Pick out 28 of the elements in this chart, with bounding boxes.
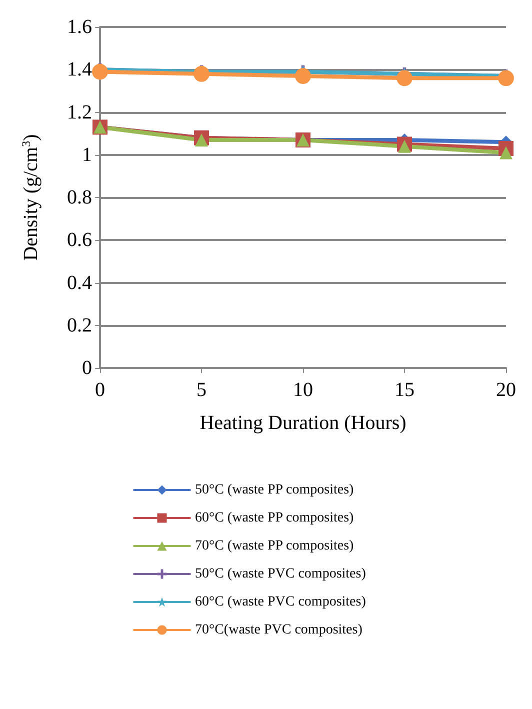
- point: [295, 68, 311, 84]
- x-tick-label: 10: [293, 379, 313, 401]
- legend-label: 60°C (waste PVC composites): [195, 594, 366, 610]
- point: [194, 66, 210, 82]
- y-axis-title: Density (g/cm3): [19, 134, 42, 261]
- x-tick-label: 15: [394, 379, 414, 401]
- point: [498, 70, 514, 86]
- y-tick-label: 0.2: [67, 314, 92, 336]
- y-tick-label: 1.2: [67, 101, 92, 124]
- y-tick-label: 1: [82, 144, 92, 166]
- x-tick-label: 5: [196, 379, 206, 401]
- point: [396, 70, 412, 86]
- legend-label: 70°C(waste PVC composites): [195, 622, 363, 638]
- y-tick-label: 0.8: [67, 186, 92, 208]
- y-tick-label: 0.4: [67, 272, 92, 294]
- x-tick-label: 20: [496, 379, 516, 401]
- point: [92, 64, 108, 80]
- legend-label: 50°C (waste PVC composites): [195, 566, 366, 582]
- legend-label: 50°C (waste PP composites): [195, 482, 354, 498]
- y-tick-label: 1.6: [67, 16, 92, 38]
- legend-label: 70°C (waste PP composites): [195, 538, 354, 554]
- x-axis-title: Heating Duration (Hours): [200, 412, 406, 434]
- point: [398, 140, 411, 153]
- y-tick-label: 0: [82, 357, 92, 379]
- legend-label: 60°C (waste PP composites): [195, 510, 354, 526]
- y-tick-label: 1.4: [67, 58, 92, 81]
- y-tick-label: 0.6: [67, 229, 92, 252]
- point: [500, 146, 512, 160]
